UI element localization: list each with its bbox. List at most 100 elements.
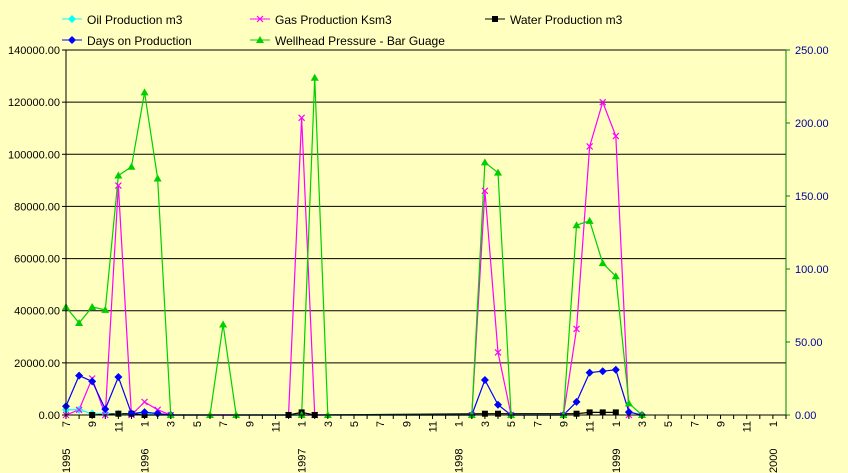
diamond-marker bbox=[598, 367, 607, 376]
triangle-marker bbox=[480, 158, 489, 166]
x-tick-label: 11 bbox=[742, 421, 754, 432]
triangle-marker bbox=[572, 221, 581, 229]
diamond-marker bbox=[127, 409, 136, 418]
triangle-marker bbox=[127, 162, 136, 170]
triangle-marker bbox=[310, 73, 319, 81]
right-tick-label: 200.00 bbox=[795, 118, 829, 130]
right-tick-label: 250.00 bbox=[795, 45, 829, 57]
diamond-marker bbox=[75, 371, 84, 380]
x-year-label: 1996 bbox=[140, 449, 152, 473]
x-marker bbox=[573, 325, 580, 333]
square-marker bbox=[573, 410, 580, 417]
x-tick-label: 9 bbox=[244, 421, 256, 427]
diamond-marker bbox=[140, 408, 149, 417]
x-year-label: 1998 bbox=[454, 449, 466, 473]
legend-entry-pressure: Wellhead Pressure - Bar Guage bbox=[250, 34, 445, 48]
square-marker bbox=[481, 410, 488, 417]
left-tick-label: 60000.00 bbox=[14, 254, 60, 266]
diamond-marker bbox=[611, 365, 620, 374]
x-tick-label: 7 bbox=[375, 421, 387, 427]
diamond-marker bbox=[494, 400, 502, 409]
x-marker bbox=[586, 143, 594, 150]
x-marker bbox=[612, 132, 620, 140]
x-tick-label: 1 bbox=[454, 421, 466, 427]
left-tick-label: 100000.00 bbox=[8, 149, 60, 161]
left-tick-label: 80000.00 bbox=[14, 201, 60, 213]
square-marker bbox=[599, 409, 606, 416]
triangle-marker bbox=[624, 399, 633, 407]
series-line bbox=[65, 100, 630, 417]
x-marker bbox=[141, 398, 148, 406]
triangle-marker bbox=[75, 319, 84, 327]
legend-label: Water Production m3 bbox=[510, 13, 623, 27]
x-tick-label: 5 bbox=[663, 421, 675, 427]
x-tick-label: 11 bbox=[585, 421, 597, 432]
triangle-marker bbox=[598, 259, 607, 267]
right-tick-label: 0.00 bbox=[795, 410, 816, 422]
square-marker bbox=[495, 410, 501, 417]
triangle-marker bbox=[140, 88, 149, 96]
legend-entry-oil: Oil Production m3 bbox=[62, 13, 183, 27]
x-tick-label: 9 bbox=[401, 421, 413, 427]
x-marker bbox=[75, 406, 83, 414]
x-tick-label: 11 bbox=[428, 421, 440, 432]
diamond-marker bbox=[624, 408, 633, 417]
left-tick-label: 40000.00 bbox=[14, 306, 60, 318]
right-tick-label: 100.00 bbox=[795, 264, 829, 276]
left-tick-label: 120000.00 bbox=[8, 97, 60, 109]
diamond-marker bbox=[101, 409, 110, 418]
x-marker bbox=[494, 349, 502, 356]
right-tick-label: 150.00 bbox=[795, 191, 829, 203]
diamond-icon bbox=[68, 15, 76, 23]
legend-label: Oil Production m3 bbox=[87, 13, 183, 27]
diamond-marker bbox=[585, 368, 594, 377]
left-axis-ticks: 0.00 20000.00 40000.00 60000.00 80000.00 1000… bbox=[8, 45, 66, 422]
diamond-icon bbox=[68, 36, 76, 44]
x-marker bbox=[481, 187, 489, 195]
x-tick-label: 9 bbox=[716, 421, 728, 427]
diamond-marker bbox=[153, 409, 162, 418]
x-marker bbox=[114, 182, 122, 189]
triangle-marker bbox=[494, 168, 502, 176]
x-tick-label: 1 bbox=[768, 421, 780, 427]
gridlines bbox=[66, 49, 786, 364]
triangle-marker bbox=[585, 216, 594, 224]
x-tick-label: 7 bbox=[532, 421, 544, 427]
x-tick-label: 5 bbox=[506, 421, 518, 427]
legend-entry-days: Days on Production bbox=[62, 34, 192, 48]
triangle-icon bbox=[256, 36, 264, 43]
x-tick-label: 7 bbox=[218, 421, 230, 427]
triangle-marker bbox=[88, 302, 97, 310]
triangle-marker bbox=[153, 174, 162, 182]
x-tick-label: 5 bbox=[192, 421, 204, 427]
triangle-marker bbox=[219, 320, 228, 328]
x-tick-label: 3 bbox=[166, 421, 178, 427]
right-tick-label: 50.00 bbox=[795, 337, 823, 349]
legend-label: Wellhead Pressure - Bar Guage bbox=[275, 34, 445, 48]
x-year-label: 1999 bbox=[611, 449, 623, 473]
x-year-label: 1995 bbox=[61, 449, 73, 473]
x-tick-label: 3 bbox=[323, 421, 335, 427]
square-marker bbox=[115, 410, 122, 417]
x-tick-label: 7 bbox=[61, 421, 73, 427]
triangle-marker bbox=[611, 272, 620, 280]
square-icon bbox=[492, 16, 498, 22]
triangle-marker bbox=[101, 305, 110, 313]
left-tick-label: 140000.00 bbox=[8, 45, 60, 57]
x-marker bbox=[599, 98, 607, 106]
x-tick-label: 3 bbox=[637, 421, 649, 427]
x-tick-label: 9 bbox=[87, 421, 99, 427]
square-marker bbox=[612, 409, 619, 416]
x-tick-label: 11 bbox=[270, 421, 282, 432]
x-tick-label: 1 bbox=[297, 421, 309, 427]
right-axis-ticks: 0.00 50.00 100.00 150.00 200.00 250.00 bbox=[786, 45, 829, 422]
square-marker bbox=[586, 409, 593, 416]
x-year-label: 1997 bbox=[297, 449, 309, 473]
legend-label: Days on Production bbox=[87, 34, 192, 48]
x-tick-label: 7 bbox=[689, 421, 701, 427]
x-marker bbox=[298, 114, 306, 122]
left-tick-label: 20000.00 bbox=[14, 358, 60, 370]
